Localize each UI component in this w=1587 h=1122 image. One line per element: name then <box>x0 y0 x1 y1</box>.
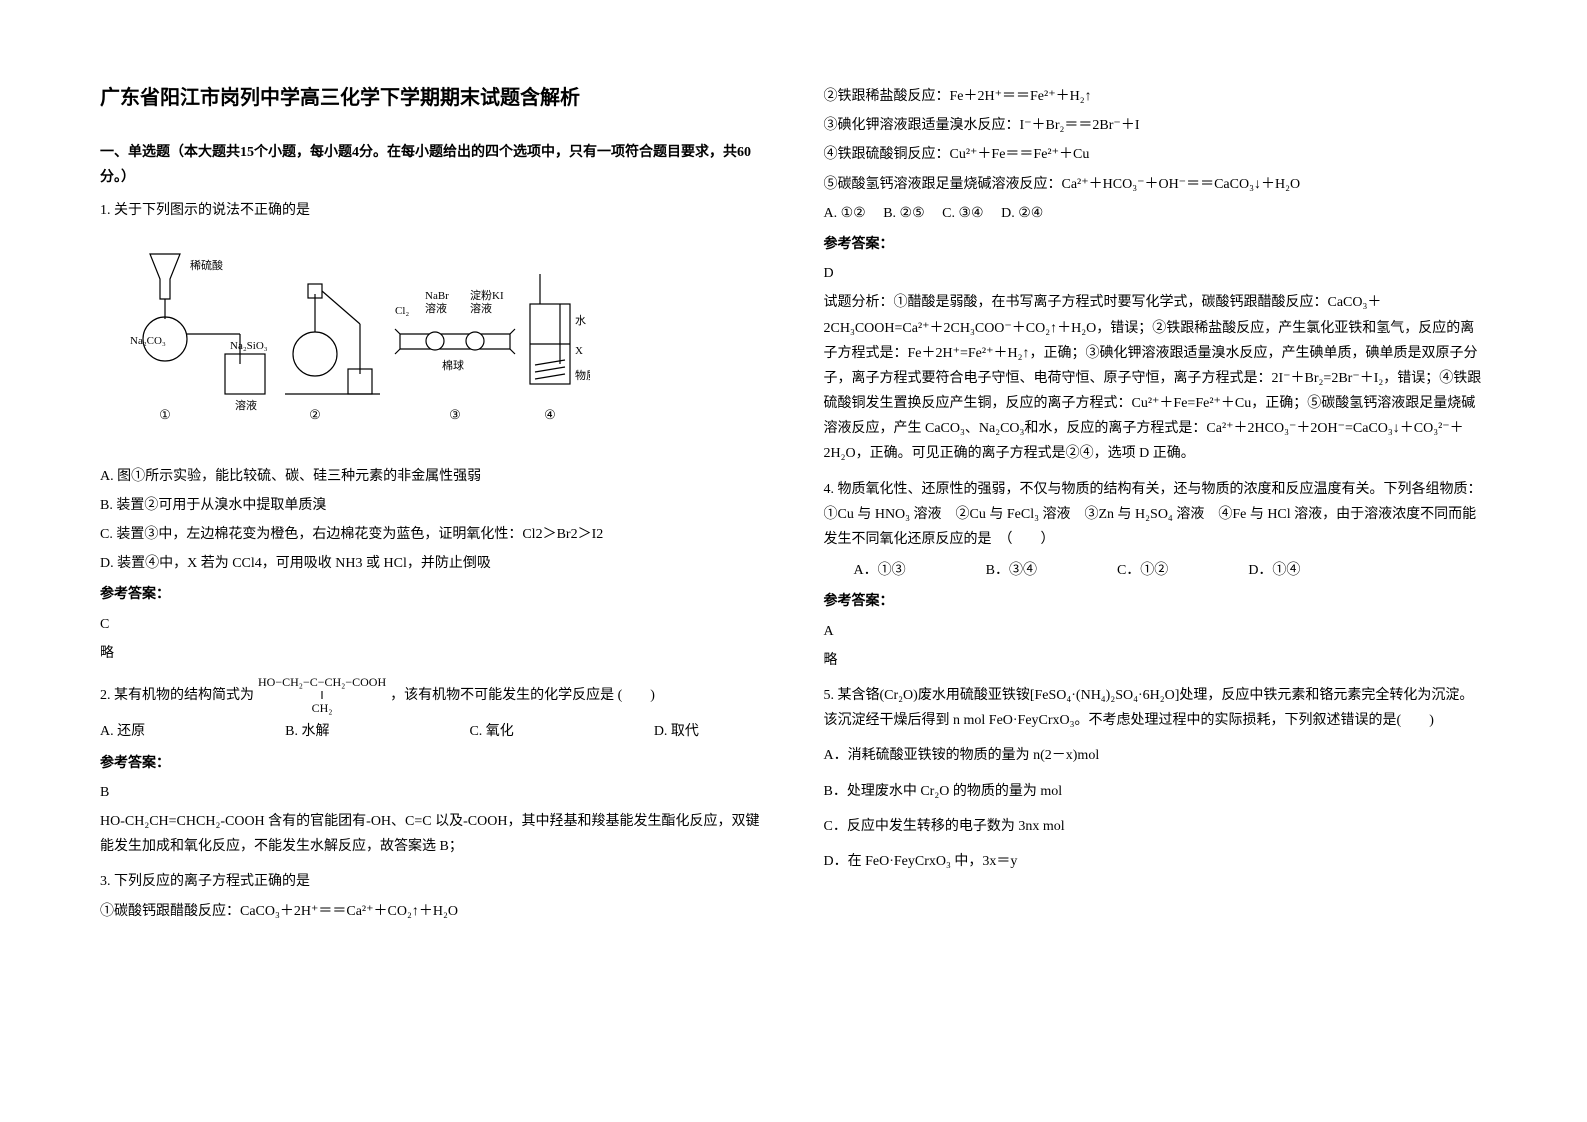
q1-stem: 1. 关于下列图示的说法不正确的是 <box>100 198 764 223</box>
answer-label: 参考答案： <box>824 589 1488 614</box>
q2-stem-post: ，该有机物不可能发生的化学反应是 ( ) <box>390 683 655 708</box>
fig-num: ③ <box>449 407 461 422</box>
q5-optA: A．消耗硫酸亚铁铵的物质的量为 n(2－x)mol <box>824 743 1488 768</box>
question-3-cont: ②铁跟稀盐酸反应：Fe＋2H⁺＝＝Fe²⁺＋H₂↑ ③碘化钾溶液跟适量溴水反应：… <box>824 84 1488 467</box>
q3-stem: 3. 下列反应的离子方程式正确的是 <box>100 869 764 894</box>
fig-label: 水 <box>575 314 586 327</box>
q5-optD: D．在 FeO·FeyCrxO₃ 中，3x＝y <box>824 849 1488 874</box>
fig-label: 稀硫酸 <box>190 258 223 272</box>
q3-i5: ⑤碳酸氢钙溶液跟足量烧碱溶液反应：Ca²⁺＋HCO₃⁻＋OH⁻＝＝CaCO₃↓＋… <box>824 172 1488 197</box>
fig-label: 物质 <box>575 368 590 382</box>
q4-stem: 4. 物质氧化性、还原性的强弱，不仅与物质的结构有关，还与物质的浓度和反应温度有… <box>824 477 1488 553</box>
question-3: 3. 下列反应的离子方程式正确的是 ①碳酸钙跟醋酸反应：CaCO₃＋2H⁺＝＝C… <box>100 869 764 923</box>
q1-answer: C <box>100 612 764 637</box>
q4-optD: D．①④ <box>1248 558 1300 583</box>
q3-optD: D. ②④ <box>1001 206 1043 221</box>
answer-label: 参考答案： <box>100 582 764 607</box>
q2-explain: HO-CH₂CH=CHCH₂-COOH 含有的官能团有-OH、C=C 以及-CO… <box>100 809 764 859</box>
fig-label: Na₂CO₃ <box>130 335 166 347</box>
answer-label: 参考答案： <box>100 751 764 776</box>
fig-num: ④ <box>544 407 556 422</box>
answer-label: 参考答案： <box>824 232 1488 257</box>
page-title: 广东省阳江市岗列中学高三化学下学期期末试题含解析 <box>100 80 764 116</box>
question-1: 1. 关于下列图示的说法不正确的是 <box>100 198 764 666</box>
q5-optB: B．处理废水中 Cr₂O 的物质的量为 mol <box>824 779 1488 804</box>
q2-answer: B <box>100 780 764 805</box>
question-2: 2. 某有机物的结构简式为 HO−CH₂−C−CH₂−COOH ‖ CH₂ ，该… <box>100 676 764 860</box>
q1-optA: A. 图①所示实验，能比较硫、碳、硅三种元素的非金属性强弱 <box>100 464 764 489</box>
q1-optC: C. 装置③中，左边棉花变为橙色，右边棉花变为蓝色，证明氧化性：Cl2＞Br2＞… <box>100 522 764 547</box>
q2-optB: B. 水解 <box>285 719 329 744</box>
q5-optC: C．反应中发生转移的电子数为 3nx mol <box>824 814 1488 839</box>
fig-label: NaBr <box>425 290 449 302</box>
fig-label: Na₂SiO₃ <box>230 340 268 352</box>
q2-optC: C. 氧化 <box>469 719 513 744</box>
q1-optD: D. 装置④中，X 若为 CCl4，可用吸收 NH3 或 HCl，并防止倒吸 <box>100 551 764 576</box>
q2-optD: D. 取代 <box>654 719 699 744</box>
section-header: 一、单选题（本大题共15个小题，每小题4分。在每小题给出的四个选项中，只有一项符… <box>100 140 764 190</box>
q4-note: 略 <box>824 648 1488 673</box>
question-4: 4. 物质氧化性、还原性的强弱，不仅与物质的结构有关，还与物质的浓度和反应温度有… <box>824 477 1488 673</box>
fig-label: 溶液 <box>235 398 257 412</box>
q4-optB: B．③④ <box>986 558 1037 583</box>
fig-num: ① <box>159 407 171 422</box>
fig-label: 溶液 <box>425 301 447 315</box>
q3-optA: A. ①② <box>824 206 866 221</box>
fig-label: 淀粉KI <box>470 288 504 302</box>
fig-label: X <box>575 345 583 357</box>
fig-label: 溶液 <box>470 301 492 315</box>
question-5: 5. 某含铬(Cr₂O)废水用硫酸亚铁铵[FeSO₄·(NH₄)₂SO₄·6H₂… <box>824 683 1488 874</box>
q4-optA: A．①③ <box>854 558 906 583</box>
q1-figure: 稀硫酸 Na₂CO₃ Na₂SiO₃ 溶液 ① <box>130 244 764 434</box>
q3-answer: D <box>824 261 1488 286</box>
q3-i4: ④铁跟硫酸铜反应：Cu²⁺＋Fe＝＝Fe²⁺＋Cu <box>824 142 1488 167</box>
fig-num: ② <box>309 407 321 422</box>
q3-i2: ②铁跟稀盐酸反应：Fe＋2H⁺＝＝Fe²⁺＋H₂↑ <box>824 84 1488 109</box>
q3-i3: ③碘化钾溶液跟适量溴水反应：I⁻＋Br₂＝＝2Br⁻＋I <box>824 113 1488 138</box>
q1-note: 略 <box>100 641 764 666</box>
q3-explain: 试题分析：①醋酸是弱酸，在书写离子方程式时要写化学式，碳酸钙跟醋酸反应：CaCO… <box>824 290 1488 466</box>
fig-label: 棉球 <box>442 358 464 372</box>
q3-optB: B. ②⑤ <box>883 206 924 221</box>
q2-stem-pre: 2. 某有机物的结构简式为 <box>100 683 254 708</box>
q1-optB: B. 装置②可用于从溴水中提取单质溴 <box>100 493 764 518</box>
q4-optC: C．①② <box>1117 558 1168 583</box>
q5-stem: 5. 某含铬(Cr₂O)废水用硫酸亚铁铵[FeSO₄·(NH₄)₂SO₄·6H₂… <box>824 683 1488 733</box>
q3-i1: ①碳酸钙跟醋酸反应：CaCO₃＋2H⁺＝＝Ca²⁺＋CO₂↑＋H₂O <box>100 899 764 924</box>
q2-optA: A. 还原 <box>100 719 145 744</box>
q3-optC: C. ③④ <box>942 206 983 221</box>
fig-label: Cl₂ <box>395 305 409 317</box>
q4-answer: A <box>824 619 1488 644</box>
q2-formula: HO−CH₂−C−CH₂−COOH ‖ CH₂ <box>258 676 386 716</box>
